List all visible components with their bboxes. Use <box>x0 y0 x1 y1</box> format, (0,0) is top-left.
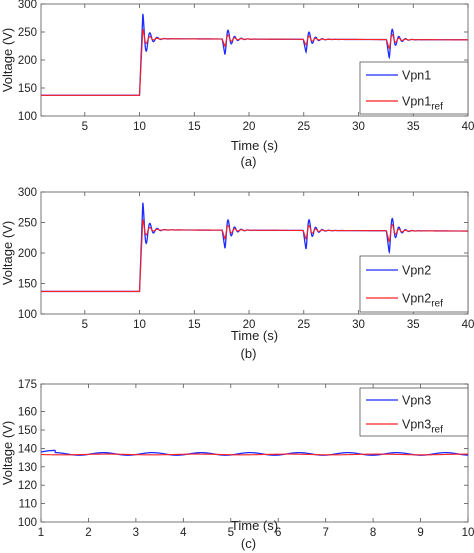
x-tick-label: 5 <box>82 319 88 331</box>
x-tick-label: 40 <box>462 319 474 331</box>
legend-box <box>359 387 469 437</box>
y-tick-label: 160 <box>18 407 37 419</box>
legend-entry: Vpn2 <box>402 264 431 278</box>
y-tick-label: 100 <box>18 309 37 321</box>
chart-panel-b: 5 10 15 20 25 30 35 40 100 150 200 250 300 Time (s) Vo… <box>0 187 474 361</box>
x-tick-label: 9 <box>417 527 423 539</box>
y-tick-label: 300 <box>18 187 37 199</box>
y-tick-label: 130 <box>18 462 37 474</box>
x-tick-label: 1 <box>38 527 44 539</box>
x-tick-label: 8 <box>370 527 376 539</box>
series-line-vpn2-ref <box>41 219 468 292</box>
y-tick-label: 250 <box>18 218 37 230</box>
y-axis-label: Voltage (V) <box>0 421 15 485</box>
x-axis-label: Time (s) <box>231 138 278 153</box>
x-tick-label: 30 <box>352 319 365 331</box>
y-tick-label: 100 <box>18 517 37 529</box>
x-tick-label: 10 <box>133 121 146 133</box>
y-tick-label: 300 <box>18 0 37 11</box>
x-tick-label: 20 <box>243 319 256 331</box>
x-tick-label: 25 <box>297 319 310 331</box>
x-tick-label: 30 <box>352 121 365 133</box>
y-tick-label: 175 <box>18 379 37 391</box>
legend-entry-subscript: ref <box>431 425 443 436</box>
legend-entry-subscript: ref <box>431 102 443 113</box>
panel-caption: (a) <box>241 154 257 169</box>
x-tick-label: 4 <box>180 527 187 539</box>
legend-box <box>359 255 469 313</box>
x-tick-label: 20 <box>243 121 256 133</box>
y-tick-label: 110 <box>19 499 37 511</box>
x-axis-label: Time (s) <box>231 328 278 343</box>
x-tick-label: 2 <box>85 527 91 539</box>
y-axis-label: Voltage (V) <box>0 221 15 285</box>
series-line-vpn3-ref <box>41 453 468 456</box>
x-tick-label: 40 <box>462 121 474 133</box>
x-tick-label: 3 <box>133 527 139 539</box>
x-tick-label: 5 <box>82 121 88 133</box>
x-tick-label: 15 <box>188 121 201 133</box>
x-tick-label: 7 <box>322 527 328 539</box>
x-tick-label: 25 <box>297 121 310 133</box>
y-tick-label: 140 <box>18 443 37 455</box>
chart-panel-a: 5 10 15 20 25 30 35 40 100 150 200 250 300 Time (s) Vo… <box>0 0 474 169</box>
x-tick-label: 10 <box>133 319 146 331</box>
series-line-vpn3 <box>41 449 468 456</box>
panel-caption: (c) <box>241 536 256 551</box>
y-tick-label: 250 <box>18 27 37 39</box>
legend-entry: Vpn3 <box>402 394 431 408</box>
y-axis-label: Voltage (V) <box>0 28 15 92</box>
x-tick-label: 5 <box>228 527 234 539</box>
series-line-vpn1-ref <box>41 29 468 96</box>
x-tick-label: 35 <box>407 121 420 133</box>
x-axis-label: Time (s) <box>231 518 278 533</box>
y-tick-label: 150 <box>18 425 37 437</box>
y-tick-label: 100 <box>18 111 37 123</box>
y-tick-label: 120 <box>18 480 37 492</box>
panel-caption: (b) <box>241 346 257 361</box>
legend-box <box>359 61 469 115</box>
y-tick-label: 200 <box>18 55 37 67</box>
chart-panel-c: 1 2 3 4 5 6 7 8 9 10 100 110 120 130 140 150 160 175 Time … <box>0 379 474 551</box>
y-tick-label: 200 <box>18 248 37 260</box>
x-tick-label: 10 <box>462 527 474 539</box>
y-tick-label: 150 <box>18 279 37 291</box>
x-tick-label: 6 <box>275 527 281 539</box>
x-tick-label: 15 <box>188 319 201 331</box>
legend-entry: Vpn1 <box>402 69 431 83</box>
y-tick-label: 150 <box>18 83 37 95</box>
x-tick-label: 35 <box>407 319 420 331</box>
legend-entry-subscript: ref <box>431 299 443 310</box>
